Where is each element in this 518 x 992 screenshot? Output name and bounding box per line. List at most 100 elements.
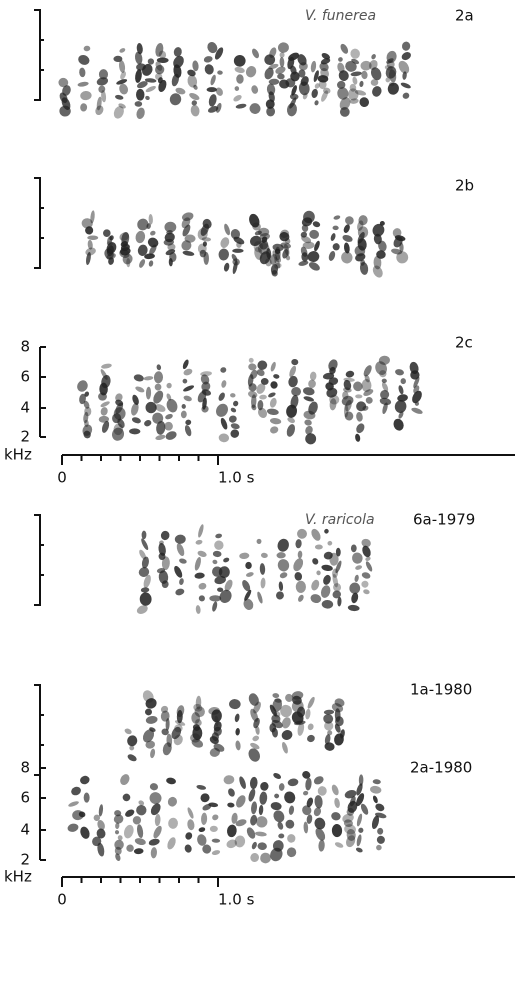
species-name: V. funerea [305,8,376,24]
time-tick-label: 0 [57,891,67,909]
frequency-axis [39,767,46,861]
syllable [245,561,252,570]
syllable [239,776,246,789]
syllable [413,376,420,389]
syllable [230,393,236,398]
syllable [282,742,288,754]
syllable [78,811,86,818]
frequency-unit: kHz [4,446,32,464]
syllable [183,368,193,376]
syllable [323,574,331,585]
syllable [276,591,284,600]
syllable [100,407,108,416]
syllable [326,387,338,398]
syllable [256,369,265,377]
syllable [253,701,261,714]
syllable [136,805,147,816]
syllable [221,380,227,388]
syllable [207,42,218,54]
time-ticks [61,877,219,887]
syllable [106,253,116,260]
syllable [156,57,169,63]
syllable [193,84,198,90]
syllable [307,734,315,743]
syllable [59,105,71,117]
syllable [206,87,218,93]
syllable [285,78,296,88]
syllable [372,779,381,785]
syllable [321,90,328,102]
syllable [146,223,151,230]
syllable [250,742,260,750]
panel-label: 1a-1980 [410,681,472,699]
syllable [71,786,81,796]
syllable [287,834,296,843]
syllable [162,742,172,756]
syllable [295,539,302,549]
syllable [301,235,312,244]
syllable [372,223,385,237]
syllable [166,777,176,785]
syllable [273,374,280,379]
syllable [356,783,363,796]
syllable [303,387,315,396]
syllable [257,399,264,411]
time-tick-label: 1.0 s [218,469,255,487]
syllable [294,572,303,581]
syllable [303,821,309,834]
syllable [298,260,309,266]
syllable [347,604,360,612]
syllable [145,698,157,709]
syllable [286,102,297,117]
syllable [324,721,334,731]
syllable [81,218,93,229]
syllable [259,251,271,265]
syllable [340,43,349,54]
syllable [344,824,356,835]
syllable [150,803,161,816]
syllable [191,738,204,748]
syllable [317,786,327,796]
syllable [139,592,152,606]
frequency-bracket [34,514,44,606]
syllable [360,60,372,71]
syllable [218,566,230,578]
syllable [400,378,406,385]
syllable [376,844,382,851]
syllable [350,544,357,553]
syllable [83,430,91,439]
syllable [381,378,387,384]
syllable [195,605,201,614]
syllable [249,103,261,114]
syllable [308,262,320,271]
syllable [161,728,169,736]
syllable [302,771,311,779]
syllable [234,66,245,74]
frequency-tick-label: 6 [20,789,30,807]
syllable [265,99,275,109]
syllable [303,396,315,402]
syllable [129,428,141,435]
syllable [279,572,288,579]
syllable [301,224,309,232]
syllable [173,734,183,746]
syllable [230,429,240,438]
syllable [305,708,311,720]
syllable [166,382,172,389]
syllable [260,577,266,589]
syllable [242,580,251,592]
syllable [135,69,142,83]
syllable [246,572,254,577]
syllable [330,233,336,241]
syllable [208,94,217,107]
syllable [136,81,148,89]
syllable [234,86,240,91]
syllable [361,70,368,80]
syllable [323,709,335,715]
syllable [279,52,285,58]
syllable [358,215,368,226]
syllable [174,720,186,726]
syllable [58,77,69,88]
syllable [99,382,108,396]
syllable [291,358,299,366]
